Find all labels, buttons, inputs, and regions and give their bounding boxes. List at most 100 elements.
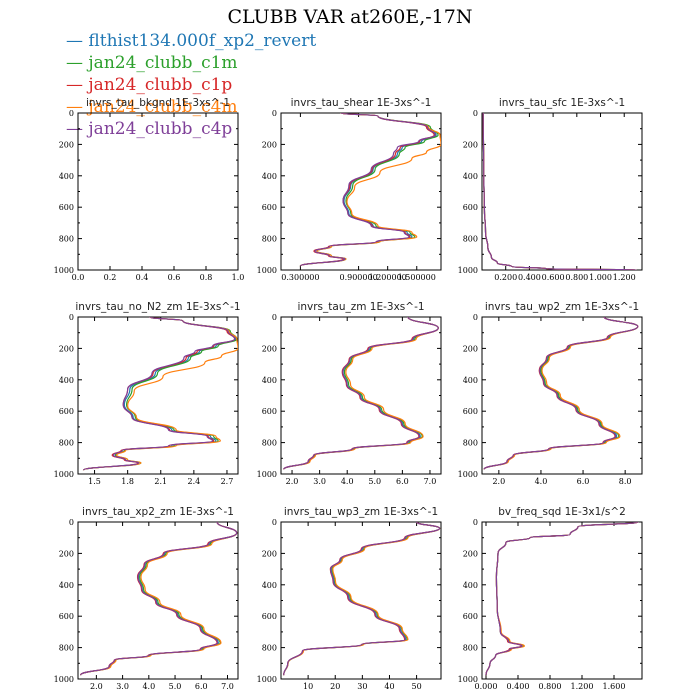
y-tick-label: 200 — [463, 140, 478, 149]
x-tick-label: 4.0 — [142, 682, 155, 691]
panel-title: invrs_tau_bkgnd 1E-3xs^-1 — [86, 97, 230, 109]
x-tick-label: 0.300000 — [281, 273, 319, 282]
x-tick-label: 0.0 — [72, 273, 85, 282]
x-tick-label: 8.0 — [619, 477, 632, 486]
y-tick-label: 400 — [463, 172, 478, 181]
y-tick-label: 800 — [262, 439, 277, 448]
y-tick-label: 600 — [463, 612, 478, 621]
series-line — [80, 522, 238, 676]
y-tick-label: 600 — [59, 407, 74, 416]
plot-frame — [481, 521, 643, 680]
x-tick-label: 5.0 — [368, 477, 381, 486]
series-line — [82, 317, 238, 471]
y-tick-label: 400 — [463, 376, 478, 385]
x-tick-label: 0.2 — [104, 273, 117, 282]
x-tick-label: 0.8 — [200, 273, 213, 282]
y-tick-label: 0 — [473, 518, 478, 527]
chart-panel: bv_freq_sqd 1E-3x1/s^2020040060080010000… — [458, 506, 643, 691]
y-tick-label: 600 — [262, 612, 277, 621]
series-line — [80, 522, 238, 676]
series-line — [482, 113, 637, 270]
legend-label: jan24_clubb_c1m — [88, 53, 238, 73]
y-tick-label: 800 — [59, 235, 74, 244]
x-tick-label: 0.6 — [168, 273, 181, 282]
x-tick-label: 1.500000 — [398, 273, 436, 282]
legend: — flthist134.000f_xp2_revert — jan24_clu… — [66, 30, 316, 140]
y-tick-label: 200 — [59, 344, 74, 353]
legend-swatch: — — [66, 31, 83, 51]
series-line — [82, 317, 236, 471]
y-tick-label: 200 — [463, 344, 478, 353]
y-tick-label: 600 — [463, 203, 478, 212]
legend-entry: — jan24_clubb_c1m — [66, 52, 316, 74]
x-tick-label: 0.800 — [565, 273, 588, 282]
y-tick-label: 1000 — [257, 675, 277, 684]
legend-swatch: — — [66, 119, 83, 139]
y-tick-label: 0 — [69, 518, 74, 527]
y-tick-label: 400 — [262, 172, 277, 181]
chart-panel: invrs_tau_shear 1E-3xs^-1 0 200 400 600 800 10… — [257, 97, 442, 282]
plot-frame — [481, 316, 643, 475]
x-tick-label: 30 — [357, 682, 367, 691]
x-tick-label: 1.5 — [88, 477, 101, 486]
x-tick-label: 2.4 — [187, 477, 200, 486]
legend-entry: — jan24_clubb_c1p — [66, 74, 316, 96]
x-tick-label: 6.0 — [195, 682, 208, 691]
y-tick-label: 400 — [262, 581, 277, 590]
series-line — [283, 522, 441, 676]
series-line — [283, 522, 441, 676]
y-tick-label: 1000 — [458, 675, 478, 684]
y-tick-label: 0 — [69, 313, 74, 322]
panel-title: invrs_tau_xp2_zm 1E-3xs^-1 — [82, 506, 234, 518]
y-tick-label: 1000 — [54, 675, 74, 684]
x-tick-label: 50 — [411, 682, 421, 691]
series-line — [283, 317, 439, 470]
y-tick-label: 600 — [59, 203, 74, 212]
series-line — [482, 113, 637, 270]
y-tick-label: 0 — [272, 518, 277, 527]
panel-title: invrs_tau_no_N2_zm 1E-3xs^-1 — [75, 301, 240, 313]
series-line — [485, 522, 639, 676]
y-tick-label: 0 — [473, 109, 478, 118]
panel-title: invrs_tau_wp2_zm 1E-3xs^-1 — [485, 301, 639, 313]
series-line — [483, 317, 639, 470]
y-tick-label: 600 — [262, 203, 277, 212]
x-tick-label: 1.200 — [571, 682, 594, 691]
x-tick-label: 20 — [330, 682, 340, 691]
y-tick-label: 0 — [272, 313, 277, 322]
x-tick-label: 1.600 — [603, 682, 626, 691]
x-tick-label: 1.000 — [589, 273, 612, 282]
series-line — [482, 113, 637, 270]
y-tick-label: 200 — [59, 140, 74, 149]
series-line — [283, 522, 441, 676]
x-tick-label: 0.200 — [494, 273, 517, 282]
chart-panel: invrs_tau_no_N2_zm 1E-3xs^-10 200 400 600 80… — [54, 301, 241, 486]
y-tick-label: 800 — [463, 644, 478, 653]
x-tick-label: 3.0 — [116, 682, 129, 691]
x-tick-label: 1.8 — [121, 477, 134, 486]
x-tick-label: 0.400 — [518, 273, 541, 282]
series-line — [283, 522, 441, 676]
chart-panel: invrs_tau_zm 1E-3xs^-1 0 200 400 600 800 1000 2… — [257, 301, 442, 486]
y-tick-label: 400 — [59, 376, 74, 385]
series-line — [80, 522, 238, 676]
x-tick-label: 1.200000 — [369, 273, 407, 282]
x-tick-label: 0.800 — [539, 682, 562, 691]
y-tick-label: 0 — [473, 313, 478, 322]
y-tick-label: 0 — [272, 109, 277, 118]
y-tick-label: 600 — [463, 407, 478, 416]
series-line — [482, 113, 637, 270]
y-tick-label: 200 — [262, 549, 277, 558]
x-tick-label: 10 — [303, 682, 313, 691]
series-line — [80, 522, 238, 676]
y-tick-label: 200 — [463, 549, 478, 558]
panel-title: invrs_tau_wp3_zm 1E-3xs^-1 — [284, 506, 438, 518]
series-line — [299, 113, 441, 267]
series-line — [485, 522, 639, 676]
x-tick-label: 7.0 — [221, 682, 234, 691]
chart-panel: invrs_tau_wp3_zm 1E-3xs^-1 0 200 400 600 800 1… — [257, 506, 442, 691]
x-tick-label: 2.1 — [154, 477, 167, 486]
chart-panel: invrs_tau_wp2_zm 1E-3xs^-1 0 200 400 600 800 1… — [458, 301, 643, 486]
y-tick-label: 1000 — [54, 470, 74, 479]
x-tick-label: 5.0 — [169, 682, 182, 691]
